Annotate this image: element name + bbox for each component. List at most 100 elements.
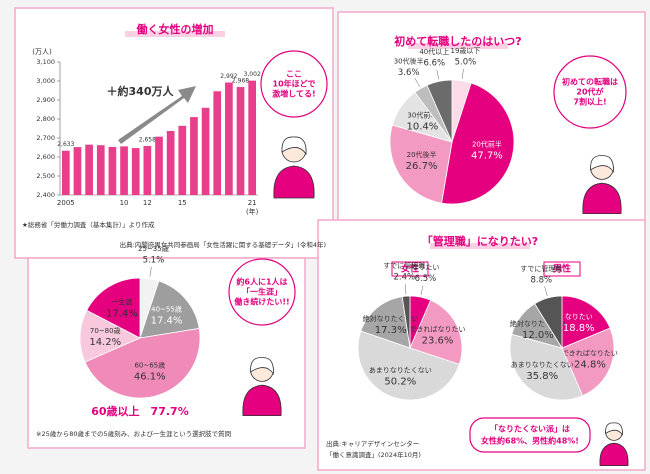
bar	[213, 91, 222, 195]
pie-slice	[86, 277, 141, 339]
pie-slice	[401, 295, 411, 349]
bar	[120, 146, 128, 195]
bar	[178, 125, 187, 195]
leader-line	[414, 77, 420, 87]
slice-label: 40代以上	[419, 47, 449, 56]
slice-label: 60~65歳	[134, 360, 165, 369]
bubble-text: 「なりたくない派」は	[490, 424, 570, 434]
note: ★総務省「労働力調査（基本集計）」より作成	[22, 220, 155, 229]
note: ※25歳から80歳までの5歳刻み、および一生涯という選択肢で質問	[36, 429, 231, 438]
slice-label: 20代前半	[472, 140, 502, 149]
slice-value: 17.3%	[375, 325, 407, 336]
bubble-text: 「一生涯」	[242, 287, 282, 297]
value-label: 2,658	[139, 136, 156, 143]
leader-line	[149, 266, 152, 277]
trend-arrow	[118, 86, 196, 144]
pie-slice	[441, 82, 515, 205]
illustration	[281, 136, 307, 156]
slice-label: 40~55歳	[151, 304, 182, 313]
slice-value: 6.6%	[423, 58, 445, 68]
slice-value: 10.4%	[406, 122, 438, 133]
bar	[85, 144, 93, 195]
annotation: ＋約340万人	[107, 84, 175, 98]
source: 「働く意識調査」(2024年10月)	[326, 450, 421, 459]
highlight: 60歳以上 77.7%	[91, 404, 188, 418]
slice-label: 絶対なりたくない	[363, 314, 419, 323]
title-highlight	[125, 31, 225, 37]
y-tick-label: 3,000	[36, 77, 55, 85]
bar	[225, 82, 233, 195]
slice-value: 2.4%	[393, 273, 415, 283]
y-tick-label: 3,100	[36, 58, 55, 66]
speech-bubble	[469, 417, 591, 453]
value-label: 2,968	[232, 78, 249, 85]
panel-title: 初めて転職したのはいつ?	[394, 34, 521, 48]
slice-label: すでに管理職	[383, 261, 425, 270]
pie-slice	[561, 327, 615, 397]
speech-bubble	[260, 50, 328, 118]
slice-label: 一生涯	[111, 297, 132, 306]
illustration	[599, 442, 629, 466]
speech-bubble	[553, 55, 627, 129]
slice-label: 19歳以下	[450, 46, 480, 55]
slice-value: 5.0%	[455, 58, 477, 68]
slice-label: 30代後半	[394, 57, 424, 66]
slice-value: 47.7%	[471, 151, 503, 162]
bubble-text: 初めての転職は	[562, 77, 618, 87]
value-label: 3,002	[244, 71, 261, 78]
pie-slice	[139, 280, 200, 339]
bar	[201, 107, 210, 195]
illustration	[250, 357, 274, 376]
bar	[143, 145, 152, 195]
value-label: 2,992	[220, 73, 237, 80]
pie-slice	[360, 296, 411, 349]
slice-value: 23.6%	[422, 336, 454, 347]
value-label: 2,633	[57, 141, 74, 148]
bar	[61, 150, 70, 195]
axis-unit: (年)	[246, 207, 259, 216]
title-highlight	[430, 243, 530, 249]
x-tick-label: 10	[120, 199, 129, 207]
slice-value: 26.7%	[406, 161, 438, 172]
illustration	[242, 384, 282, 416]
illustration	[273, 165, 315, 199]
slice-value: 8.8%	[530, 275, 552, 285]
bar	[236, 87, 245, 195]
bubble-text: 20代が	[576, 87, 604, 97]
x-tick-label: 2005	[57, 199, 75, 207]
slice-label: 絶対なりたくない	[510, 319, 566, 328]
pie-slice	[389, 124, 453, 204]
bubble-text: ここ	[286, 70, 302, 79]
y-tick-label: 2,900	[36, 96, 55, 104]
slice-label: 70~80歳	[90, 326, 121, 335]
slice-value: 24.8%	[574, 359, 606, 370]
leader-line	[544, 286, 548, 297]
x-tick-label: 12	[143, 199, 152, 207]
pie-slice	[84, 327, 201, 399]
slice-value: 18.8%	[563, 323, 595, 334]
leader-line	[404, 284, 407, 295]
slice-value: 17.4%	[151, 315, 183, 326]
y-tick-label: 2,800	[36, 115, 55, 123]
y-tick-label: 2,700	[36, 134, 55, 142]
x-tick-label: 15	[178, 199, 187, 207]
slice-label: できればなりたい	[562, 348, 618, 357]
slice-value: 6.5%	[415, 274, 437, 284]
bar	[190, 117, 198, 195]
panel-title: 働く女性の増加	[136, 22, 214, 36]
slice-label: 20代後半	[407, 150, 437, 159]
bar	[108, 146, 117, 195]
pie-slice	[426, 79, 453, 143]
x-tick-label: 21	[248, 199, 257, 207]
slice-label: 25~35歳	[138, 244, 169, 253]
pie-slice	[409, 299, 463, 365]
y-tick-label: 2,600	[36, 153, 55, 161]
slice-value: 46.1%	[134, 371, 166, 382]
slice-value: 5.1%	[143, 256, 165, 266]
pie-slice	[561, 295, 611, 349]
slice-label: あまりなりたくない	[511, 361, 574, 369]
bar	[131, 148, 140, 195]
leader-line	[436, 69, 440, 80]
pie-name-box	[391, 261, 429, 277]
slice-label: すでに管理職	[520, 264, 562, 273]
